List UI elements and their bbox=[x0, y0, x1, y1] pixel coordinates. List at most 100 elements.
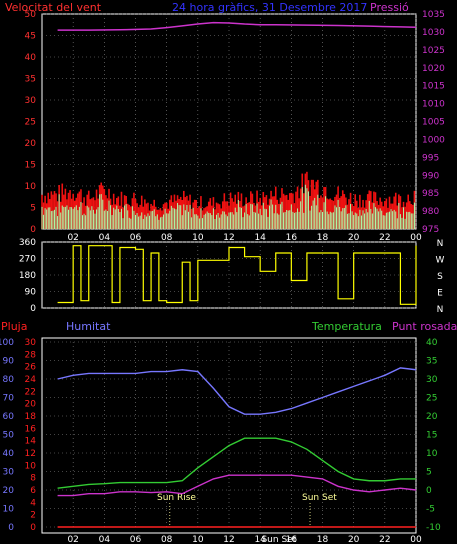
humidity-tick-label: 30 bbox=[3, 468, 15, 478]
wind-tick-label: 10 bbox=[25, 182, 37, 192]
direction-line bbox=[57, 245, 417, 305]
pressure-tick-label: 1015 bbox=[422, 82, 445, 92]
wind-x-tick-label: 12 bbox=[223, 233, 234, 243]
pressure-tick-label: 995 bbox=[422, 153, 439, 163]
climate-x-tick-label: 18 bbox=[317, 535, 329, 544]
dewpoint-title: Punt rosada bbox=[392, 320, 457, 333]
wind-x-tick-label: 00 bbox=[410, 233, 422, 243]
rain-tick-label: 24 bbox=[25, 375, 37, 385]
temperature-tick-label: -5 bbox=[426, 505, 435, 515]
wind-tick-label: 25 bbox=[25, 118, 36, 128]
grid-layer bbox=[42, 13, 417, 528]
wind-tick-label: 35 bbox=[25, 75, 36, 85]
humidity-tick-label: 100 bbox=[0, 338, 14, 348]
direction-tick-label: 0 bbox=[30, 304, 36, 314]
direction-compass-label: N bbox=[437, 305, 444, 315]
dewpoint-line bbox=[57, 474, 417, 497]
wind-tick-label: 20 bbox=[25, 139, 37, 149]
wind-x-tick-label: 14 bbox=[254, 233, 266, 243]
pressure-tick-label: 1010 bbox=[422, 100, 445, 110]
wind-tick-label: 50 bbox=[25, 10, 37, 20]
pressure-tick-label: 1000 bbox=[422, 135, 445, 145]
wind-x-tick-label: 16 bbox=[286, 233, 298, 243]
climate-x-tick-label: 02 bbox=[67, 535, 78, 544]
rain-tick-label: 18 bbox=[25, 412, 37, 422]
pressure-tick-label: 980 bbox=[422, 207, 439, 217]
pressure-tick-label: 1025 bbox=[422, 46, 445, 56]
climate-x-tick-label: 12 bbox=[223, 535, 234, 544]
rain-tick-label: 22 bbox=[25, 387, 36, 397]
wind-x-tick-label: 06 bbox=[130, 233, 142, 243]
rain-tick-label: 10 bbox=[25, 461, 37, 471]
humidity-tick-label: 80 bbox=[3, 375, 15, 385]
climate-x-tick-label: 06 bbox=[130, 535, 142, 544]
rain-tick-label: 12 bbox=[25, 449, 36, 459]
temperature-line bbox=[57, 437, 416, 489]
pressure-tick-label: 975 bbox=[422, 225, 439, 235]
rain-tick-label: 2 bbox=[30, 511, 36, 521]
direction-tick-label: 270 bbox=[19, 255, 36, 265]
pressure-tick-label: 1020 bbox=[422, 64, 445, 74]
wind-x-tick-label: 18 bbox=[317, 233, 329, 243]
climate-panel-frame bbox=[41, 337, 417, 534]
temperature-tick-label: 30 bbox=[426, 375, 438, 385]
humidity-tick-label: 70 bbox=[3, 394, 15, 404]
wind-tick-label: 15 bbox=[25, 161, 36, 171]
direction-compass-label: W bbox=[436, 256, 445, 266]
rain-tick-label: 8 bbox=[30, 474, 36, 484]
humidity-line bbox=[57, 367, 417, 415]
wind-x-tick-label: 04 bbox=[99, 233, 111, 243]
humidity-title: Humitat bbox=[66, 320, 111, 333]
temperature-tick-label: 35 bbox=[426, 357, 437, 367]
rain-tick-label: 28 bbox=[25, 350, 37, 360]
wind-tick-label: 5 bbox=[30, 204, 36, 214]
wind-x-tick-label: 02 bbox=[67, 233, 78, 243]
chart-title: 24 hora gràfics, 31 Desembre 2017 bbox=[172, 1, 367, 14]
pressure-title: Pressió bbox=[370, 1, 409, 14]
direction-compass-label: E bbox=[437, 289, 443, 299]
wind-tick-label: 45 bbox=[25, 32, 36, 42]
wind-tick-label: 0 bbox=[30, 225, 36, 235]
wind-x-tick-label: 20 bbox=[348, 233, 360, 243]
climate-x-tick-label: 00 bbox=[410, 535, 422, 544]
humidity-tick-label: 10 bbox=[3, 505, 15, 515]
humidity-tick-label: 40 bbox=[3, 449, 15, 459]
marks-layer bbox=[41, 21, 417, 528]
pressure-tick-label: 985 bbox=[422, 189, 439, 199]
climate-x-tick-label: 14 bbox=[254, 535, 266, 544]
direction-tick-label: 180 bbox=[19, 271, 36, 281]
wind-speed-title: Velocitat del vent bbox=[5, 1, 102, 14]
wind-x-tick-label: 22 bbox=[379, 233, 390, 243]
humidity-tick-label: 50 bbox=[3, 431, 15, 441]
direction-tick-label: 90 bbox=[25, 288, 37, 298]
rain-tick-label: 30 bbox=[25, 338, 37, 348]
temperature-tick-label: 40 bbox=[426, 338, 438, 348]
rain-title: Pluja bbox=[1, 320, 27, 333]
pressure-tick-label: 1030 bbox=[422, 28, 445, 38]
rain-tick-label: 16 bbox=[25, 424, 37, 434]
temperature-tick-label: 10 bbox=[426, 449, 438, 459]
climate-x-tick-label: 04 bbox=[99, 535, 111, 544]
climate-x-tick-label: 08 bbox=[161, 535, 173, 544]
direction-compass-label: N bbox=[437, 239, 444, 249]
wind-x-tick-label: 08 bbox=[161, 233, 173, 243]
temperature-tick-label: 5 bbox=[426, 468, 432, 478]
sunrise-label: Sun Rise bbox=[157, 493, 196, 503]
pressure-line bbox=[57, 21, 417, 31]
temperature-tick-label: 0 bbox=[426, 486, 432, 496]
pressure-tick-label: 990 bbox=[422, 171, 439, 181]
climate-x-tick-label: 16 bbox=[286, 535, 298, 544]
sunset-label: Sun Set bbox=[302, 493, 337, 503]
temperature-title: Temperatura bbox=[311, 320, 382, 333]
axis-layer: 0510152025303540455097598098599099510001… bbox=[0, 10, 445, 544]
humidity-tick-label: 60 bbox=[3, 412, 15, 422]
sunset-axis-label: Sun Set bbox=[261, 535, 296, 544]
wind-tick-label: 40 bbox=[25, 53, 37, 63]
wind-x-tick-label: 10 bbox=[192, 233, 204, 243]
temperature-tick-label: 25 bbox=[426, 394, 437, 404]
rain-tick-label: 20 bbox=[25, 400, 37, 410]
climate-x-tick-label: 22 bbox=[379, 535, 390, 544]
temperature-tick-label: 15 bbox=[426, 431, 437, 441]
temperature-tick-label: 20 bbox=[426, 412, 438, 422]
